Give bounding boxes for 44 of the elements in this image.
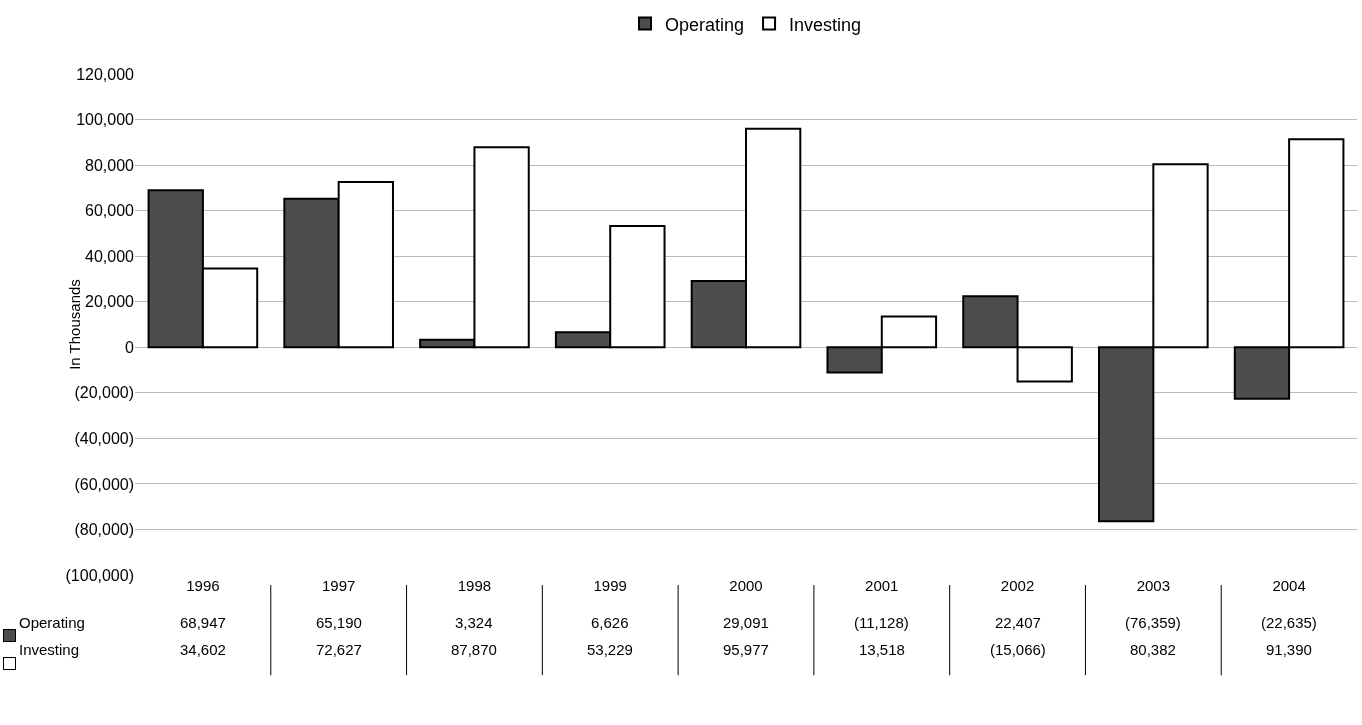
y-tick-label: (60,000) xyxy=(74,475,134,493)
y-tick-label: 120,000 xyxy=(76,65,135,83)
x-tick-label: 2002 xyxy=(1000,577,1035,594)
data-label: 65,190 xyxy=(316,614,362,631)
data-label: 80,382 xyxy=(1130,641,1176,658)
y-tick-label: (40,000) xyxy=(74,429,134,447)
y-tick-label: 80,000 xyxy=(85,156,135,174)
y-tick-label: 100,000 xyxy=(76,111,135,129)
y-tick-label: 60,000 xyxy=(85,202,135,220)
text: Operating xyxy=(19,614,85,631)
data-label: 72,627 xyxy=(316,641,362,658)
y-tick-label: 40,000 xyxy=(85,247,135,265)
data-label: (76,359) xyxy=(1125,614,1181,631)
y-tick-label: 0 xyxy=(125,338,135,356)
y-axis-title: In Thousands xyxy=(66,279,84,370)
data-label: (15,066) xyxy=(990,641,1046,658)
data-label: 91,390 xyxy=(1266,641,1312,658)
data-label: 53,229 xyxy=(587,641,633,658)
data-label: 34,602 xyxy=(180,641,226,658)
x-tick-label: 1996 xyxy=(186,577,220,594)
x-tick-label: 2000 xyxy=(729,577,763,594)
y-tick-label: (80,000) xyxy=(74,521,134,539)
x-tick-label: 1998 xyxy=(457,577,492,594)
data-label: (11,128) xyxy=(854,614,909,631)
x-tick-label: 2003 xyxy=(1136,577,1171,594)
y-tick-label: (20,000) xyxy=(74,384,134,402)
x-tick-label: 1997 xyxy=(321,577,356,594)
data-label: 68,947 xyxy=(180,614,226,631)
data-label: 95,977 xyxy=(723,641,769,658)
legend-label: Operating xyxy=(665,14,745,35)
data-label: 29,091 xyxy=(723,614,769,631)
data-label: 22,407 xyxy=(995,614,1041,631)
x-tick-label: 2001 xyxy=(865,577,899,594)
data-label: 13,518 xyxy=(859,641,905,658)
data-label: 87,870 xyxy=(451,641,497,658)
x-tick-label: 1999 xyxy=(593,577,627,594)
legend-label: Investing xyxy=(789,14,862,35)
x-tick-label: 2004 xyxy=(1272,577,1306,594)
data-label: (22,635) xyxy=(1261,614,1317,631)
data-label: 3,324 xyxy=(455,614,493,631)
data-label: 6,626 xyxy=(591,614,629,631)
y-tick-label: (100,000) xyxy=(65,566,134,584)
y-tick-label: 20,000 xyxy=(85,293,135,311)
text: Investing xyxy=(19,641,80,658)
